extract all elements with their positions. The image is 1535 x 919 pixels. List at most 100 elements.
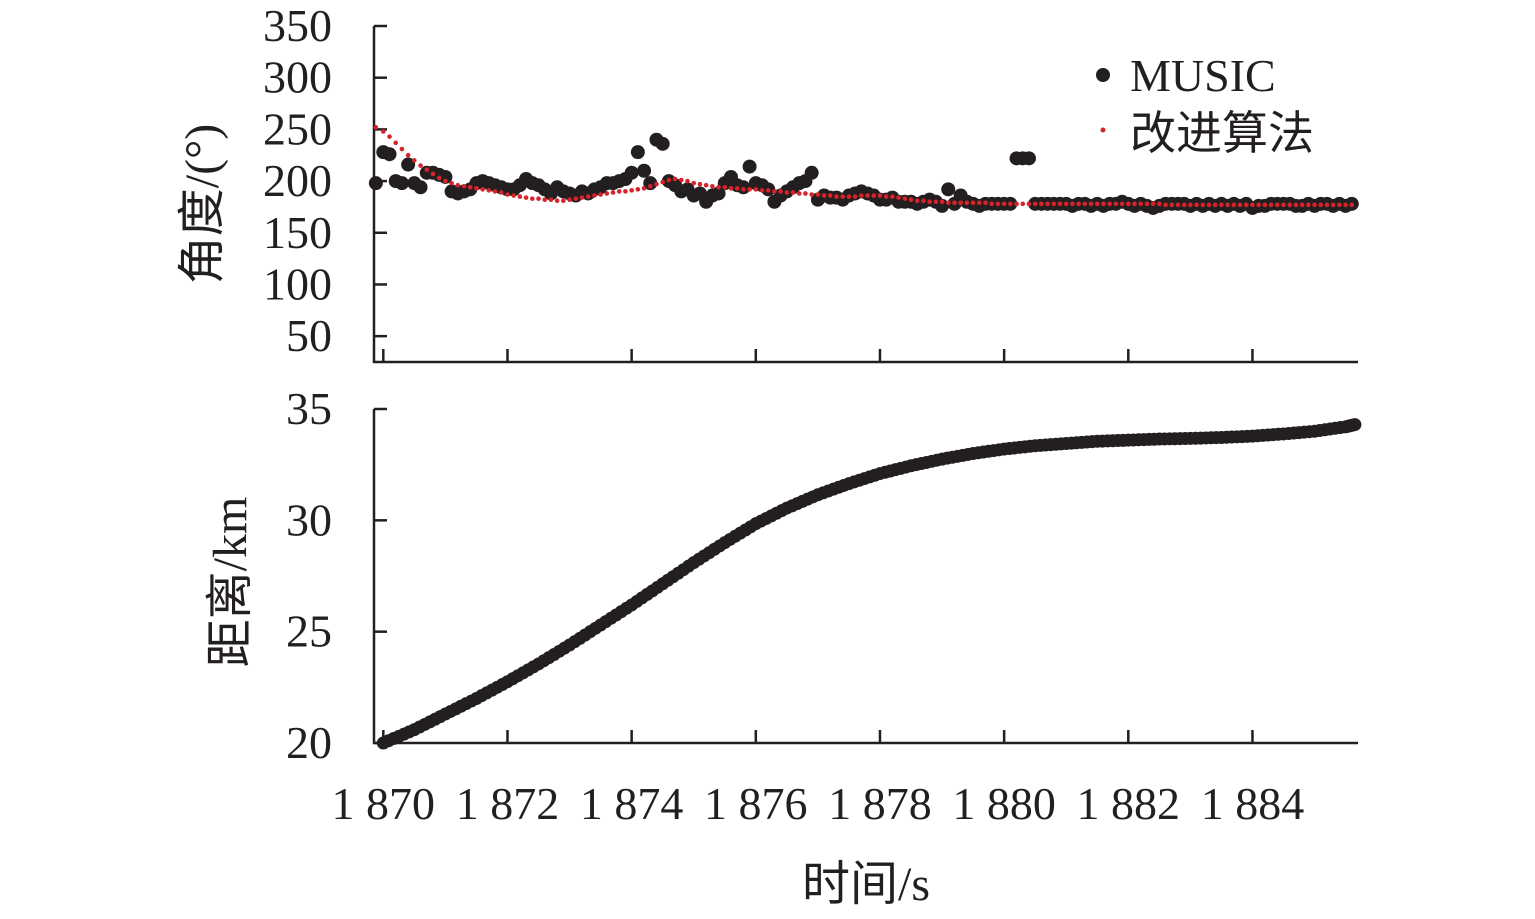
improved-point	[983, 200, 988, 206]
improved-point	[1324, 202, 1330, 208]
improved-point	[734, 186, 740, 191]
distance-y-tick-label: 20	[286, 717, 332, 768]
improved-point	[796, 191, 802, 196]
improved-point	[443, 178, 448, 184]
improved-point	[1119, 201, 1125, 207]
angle-y-tick-label: 50	[286, 310, 332, 361]
improved-point	[585, 194, 591, 199]
improved-point	[1318, 202, 1324, 208]
improved-point	[424, 167, 430, 173]
improved-point	[890, 194, 895, 199]
improved-point	[660, 179, 665, 185]
improved-point	[412, 158, 417, 163]
improved-point	[399, 146, 405, 152]
distance-y-tick-label: 30	[286, 494, 332, 545]
improved-point	[945, 200, 951, 206]
improved-point	[902, 196, 908, 201]
improved-point	[1132, 201, 1137, 207]
angle-axes	[372, 26, 1358, 364]
improved-point	[623, 189, 628, 194]
improved-point	[1057, 201, 1063, 207]
music-point	[438, 169, 453, 184]
improved-point	[995, 201, 1001, 207]
music-point	[401, 157, 416, 172]
improved-point	[672, 176, 678, 182]
angle-y-tick-label: 350	[263, 0, 332, 51]
improved-point	[1274, 202, 1280, 208]
distance-x-tick-label: 1 876	[704, 778, 808, 829]
angle-y-tick-label: 300	[263, 52, 332, 103]
improved-point	[964, 200, 970, 206]
improved-point	[927, 199, 932, 205]
improved-point	[523, 195, 529, 200]
improved-point	[579, 195, 585, 200]
improved-point	[759, 188, 765, 193]
improved-point	[778, 189, 783, 194]
improved-point	[1101, 201, 1106, 207]
improved-point	[809, 192, 814, 197]
improved-point	[1045, 201, 1050, 207]
improved-series	[373, 125, 1355, 208]
music-point	[394, 176, 409, 191]
improved-point	[1181, 202, 1187, 208]
improved-point	[1225, 202, 1230, 208]
improved-point	[418, 163, 423, 168]
improved-point	[405, 152, 411, 158]
improved-point	[573, 196, 579, 201]
improved-point	[1337, 202, 1342, 208]
music-point	[413, 180, 428, 195]
angle-y-tick-label: 250	[263, 103, 332, 154]
distance-y-axis-label: 距离/km	[204, 497, 257, 668]
improved-point	[1268, 202, 1274, 208]
music-point	[382, 147, 397, 162]
improved-point	[1250, 202, 1255, 208]
improved-point	[561, 198, 566, 204]
improved-point	[697, 181, 703, 187]
improved-point	[1094, 201, 1100, 207]
improved-point	[1299, 202, 1305, 208]
improved-point	[647, 183, 653, 189]
music-point	[637, 163, 652, 178]
improved-point	[728, 186, 734, 191]
improved-point	[461, 183, 467, 189]
improved-point	[1312, 202, 1317, 208]
distance-y-ticks: 20 25 30 35	[286, 383, 387, 768]
time-x-axis-label: 时间/s	[802, 858, 930, 911]
angle-x-ticks	[382, 349, 1254, 362]
improved-point	[1032, 201, 1038, 207]
improved-point	[635, 187, 641, 192]
improved-point	[1219, 202, 1224, 208]
angle-y-axis-label: 角度/(°)	[176, 124, 229, 285]
music-point	[742, 159, 757, 174]
improved-point	[1163, 202, 1168, 208]
improved-point	[666, 177, 672, 183]
improved-point	[1256, 202, 1261, 208]
improved-point	[467, 184, 473, 190]
improved-point	[1008, 201, 1013, 207]
improved-point	[921, 198, 926, 204]
improved-point	[691, 180, 697, 186]
improved-point	[784, 190, 790, 195]
distance-series	[376, 418, 1362, 750]
distance-point	[1348, 418, 1362, 432]
improved-point	[1169, 202, 1175, 208]
improved-point	[517, 194, 523, 199]
improved-point	[1014, 201, 1019, 207]
improved-point	[1287, 202, 1293, 208]
improved-point	[604, 191, 610, 196]
improved-point	[790, 190, 796, 195]
improved-point	[840, 194, 846, 199]
improved-point	[716, 184, 721, 190]
music-point	[624, 165, 639, 180]
improved-point	[480, 187, 485, 192]
improved-point	[536, 196, 541, 201]
distance-x-tick-label: 1 874	[580, 778, 684, 829]
improved-point	[1243, 202, 1249, 208]
improved-point	[1107, 201, 1112, 207]
improved-point	[1088, 201, 1094, 207]
improved-point	[381, 129, 386, 134]
improved-point	[1076, 201, 1081, 207]
improved-point	[741, 187, 746, 192]
